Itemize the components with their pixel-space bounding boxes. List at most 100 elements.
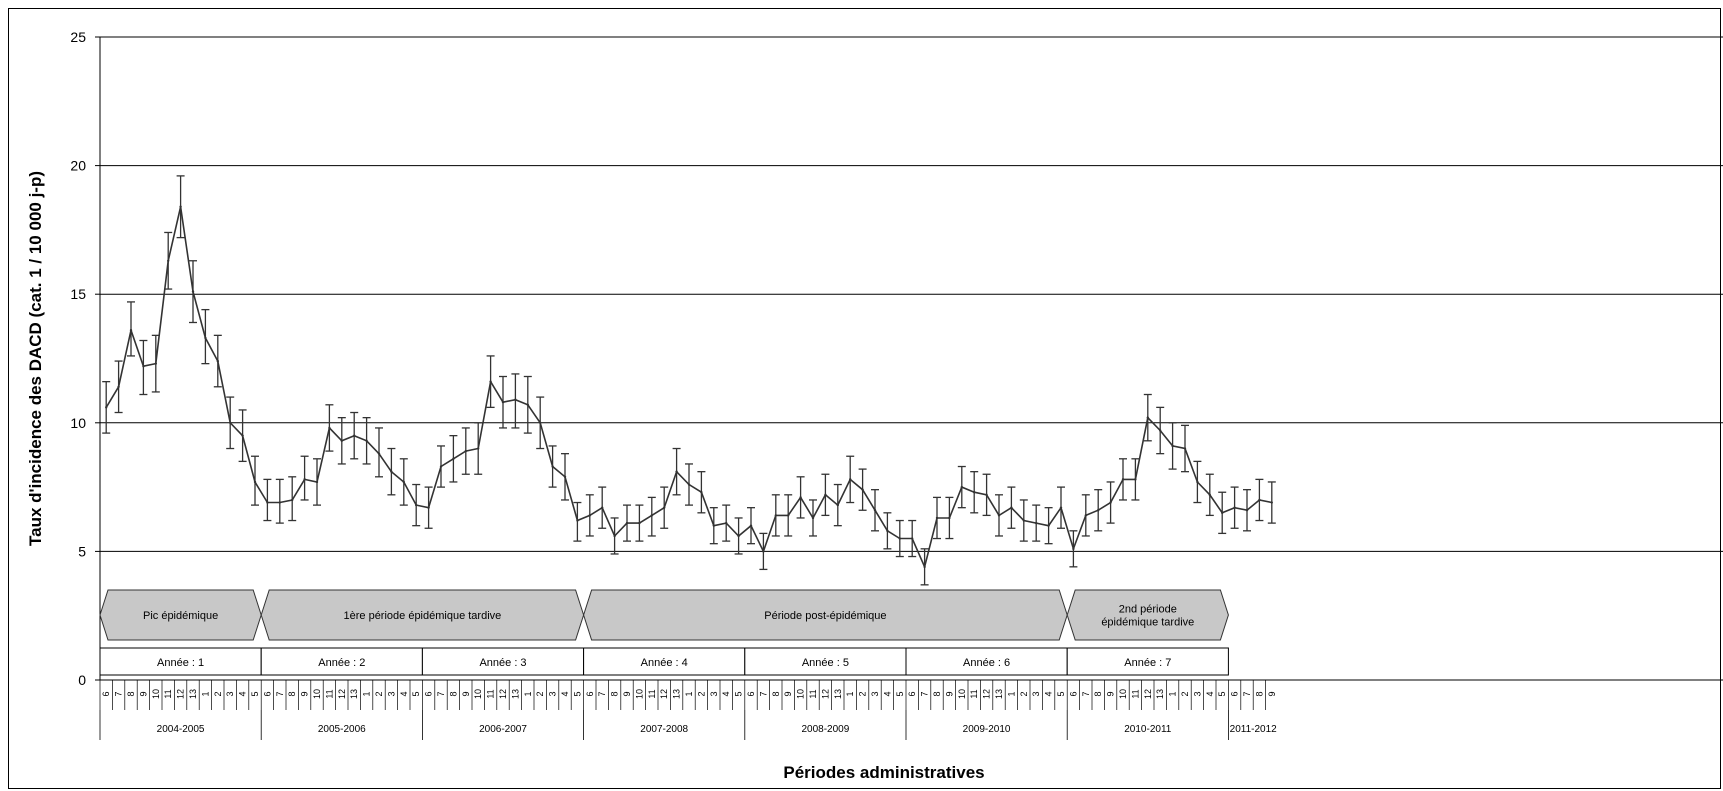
period-label: 1 — [523, 691, 533, 696]
study-year-label: Année : 5 — [802, 657, 849, 669]
data-point — [142, 365, 145, 368]
data-point — [787, 514, 790, 517]
period-label: 11 — [163, 689, 173, 698]
period-label: 3 — [386, 691, 396, 696]
phase-band — [1066, 589, 1229, 641]
data-point — [117, 385, 120, 388]
period-label: 10 — [634, 689, 644, 699]
y-tick-label: 5 — [78, 543, 86, 559]
data-point — [1171, 444, 1174, 448]
data-point — [452, 457, 455, 461]
data-point — [390, 470, 393, 473]
data-point — [725, 521, 728, 525]
fiscal-year-label: 2005-2006 — [318, 724, 366, 735]
period-label: 10 — [312, 689, 322, 699]
period-label: 9 — [944, 691, 954, 696]
data-point — [948, 516, 951, 520]
period-label: 5 — [1217, 691, 1227, 696]
data-point — [204, 336, 207, 340]
period-label: 3 — [225, 691, 235, 696]
data-point — [1084, 514, 1088, 517]
period-label: 5 — [734, 691, 744, 696]
period-label: 3 — [548, 691, 558, 696]
data-point — [1196, 480, 1199, 484]
period-label: 12 — [982, 689, 992, 699]
data-point — [762, 550, 765, 553]
period-label: 12 — [659, 689, 669, 699]
period-label: 8 — [1254, 691, 1264, 696]
y-tick-label: 10 — [70, 415, 86, 431]
period-label: 11 — [1130, 689, 1140, 698]
period-label: 12 — [1143, 689, 1153, 699]
period-label: 13 — [188, 689, 198, 699]
study-year-label: Année : 6 — [963, 657, 1010, 669]
study-year-box — [421, 647, 585, 676]
period-label: 9 — [300, 691, 310, 696]
data-point — [836, 503, 839, 507]
data-point — [712, 524, 715, 527]
y-tick-label: 25 — [70, 29, 86, 45]
data-point — [700, 491, 703, 494]
data-point — [328, 426, 331, 430]
data-point — [1146, 416, 1150, 419]
data-point — [799, 496, 802, 499]
data-point — [749, 524, 753, 527]
data-point — [266, 501, 269, 504]
phase-label: Période post-épidémique — [764, 610, 886, 622]
period-label: 10 — [796, 689, 806, 699]
phase-band — [99, 589, 262, 641]
data-point — [1121, 478, 1125, 481]
data-point — [1183, 447, 1187, 450]
period-label: 1 — [362, 691, 372, 696]
data-point — [514, 398, 517, 401]
data-point — [191, 290, 195, 293]
data-point — [551, 465, 554, 468]
data-point — [1233, 506, 1236, 509]
fiscal-year-label: 2009-2010 — [963, 724, 1011, 735]
data-point — [811, 516, 815, 520]
period-label: 3 — [870, 691, 880, 696]
data-point — [1097, 509, 1100, 512]
period-label: 11 — [324, 689, 334, 698]
data-point — [625, 521, 629, 525]
period-label: 5 — [411, 691, 421, 696]
phase-label-line: 1ère période épidémique tardive — [344, 610, 502, 622]
data-point — [229, 421, 232, 424]
study-year-label: Année : 1 — [157, 657, 204, 669]
period-label: 11 — [486, 689, 496, 698]
period-label: 13 — [1155, 689, 1165, 699]
period-label: 4 — [560, 691, 570, 696]
data-point — [849, 478, 852, 481]
data-point — [477, 447, 480, 450]
data-point — [291, 498, 294, 502]
fiscal-year-label: 2011-2012 — [1230, 724, 1278, 735]
y-axis-title: Taux d'incidence des DACD (cat. 1 / 10 0… — [26, 171, 45, 546]
period-label: 7 — [1081, 691, 1091, 696]
period-label: 4 — [238, 691, 248, 696]
data-point — [861, 488, 864, 491]
y-tick-label: 20 — [70, 158, 86, 174]
period-label: 12 — [337, 689, 347, 699]
period-label: 1 — [200, 691, 210, 696]
data-point — [576, 519, 579, 522]
data-point — [303, 478, 306, 481]
period-label: 3 — [709, 691, 719, 696]
period-label: 7 — [597, 691, 607, 696]
period-label: 8 — [610, 691, 620, 696]
period-label: 7 — [758, 691, 768, 696]
data-point — [985, 493, 988, 497]
period-label: 13 — [510, 689, 520, 699]
period-label: 8 — [1093, 691, 1103, 696]
fiscal-year-label: 2006-2007 — [479, 724, 527, 735]
data-point — [650, 514, 653, 517]
period-label: 7 — [920, 691, 930, 696]
period-label: 4 — [1205, 691, 1215, 696]
phase-band — [583, 589, 1068, 641]
study-year-box — [583, 647, 746, 676]
period-label: 5 — [250, 691, 260, 696]
phase-label-line: épidémique tardive — [1101, 617, 1194, 629]
period-label: 6 — [907, 691, 917, 696]
data-point — [402, 480, 405, 484]
data-point — [1109, 501, 1112, 504]
